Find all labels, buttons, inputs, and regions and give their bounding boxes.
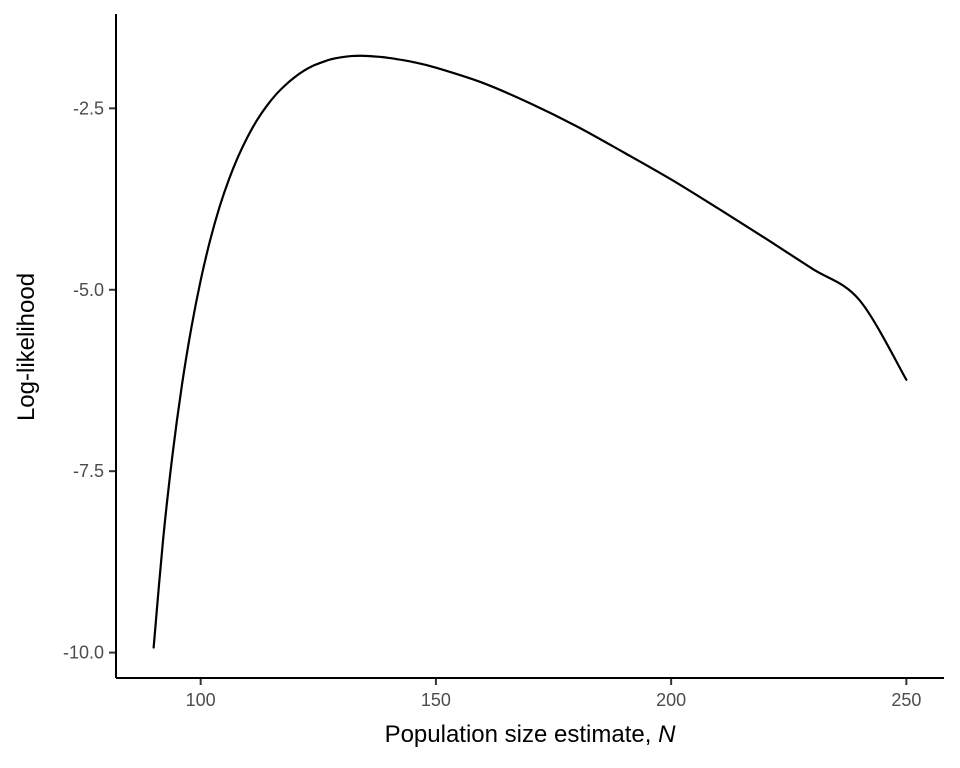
y-tick-label: -2.5: [73, 98, 104, 118]
x-axis-ticks: 100 150 200 250: [186, 678, 921, 710]
y-tick-label: -7.5: [73, 461, 104, 481]
y-tick-label: -5.0: [73, 280, 104, 300]
y-axis-ticks: -2.5 -5.0 -7.5 -10.0: [63, 98, 116, 663]
x-tick-label: 200: [656, 690, 686, 710]
x-tick-label: 150: [421, 690, 451, 710]
x-axis-title: Population size estimate, N: [385, 721, 676, 748]
log-likelihood-curve: [152, 54, 908, 649]
x-axis-title-variable: N: [658, 721, 676, 748]
y-tick-label: -10.0: [63, 643, 104, 663]
x-tick-label: 250: [891, 690, 921, 710]
x-tick-label: 100: [186, 690, 216, 710]
y-axis-title: Log-likelihood: [13, 273, 40, 421]
x-axis-title-text: Population size estimate,: [385, 721, 658, 748]
